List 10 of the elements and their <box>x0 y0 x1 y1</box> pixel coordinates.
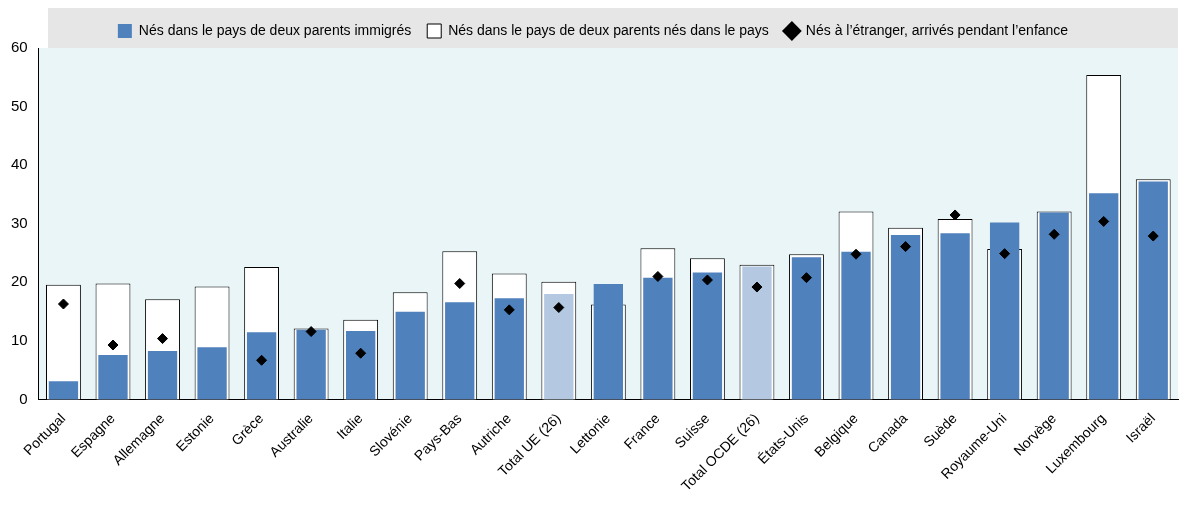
legend-label: Nés dans le pays de deux parents immigrés <box>138 21 412 38</box>
y-tick-label: 40 <box>11 155 28 173</box>
y-tick-label: 10 <box>11 331 28 349</box>
y-tick-label: 60 <box>11 38 28 56</box>
legend-label: Nés dans le pays de deux parents nés dans le pays <box>448 21 769 38</box>
legend-label: Nés à l’étranger, arrivés pendant l’enfance <box>805 21 1069 38</box>
y-tick-label: 0 <box>19 389 28 407</box>
y-tick-label: 50 <box>11 96 28 114</box>
y-tick-label: 20 <box>11 272 28 290</box>
y-tick-label: 30 <box>11 213 28 231</box>
